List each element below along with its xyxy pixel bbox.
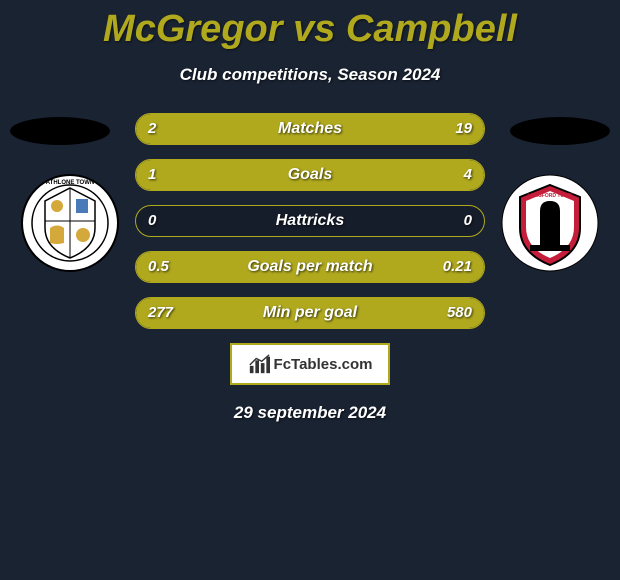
stat-bars: 2Matches19 1Goals4 0Hattricks0 0.5Goals per… [135,113,485,329]
stat-value-right: 580 [447,298,472,328]
stat-value-right: 4 [464,160,472,190]
subtitle: Club competitions, Season 2024 [0,65,620,85]
stat-row: 0Hattricks0 [135,205,485,237]
page-title: McGregor vs Campbell [0,0,620,51]
stat-label: Goals per match [136,252,484,282]
brand-label: FcTables.com [274,356,373,373]
date-label: 29 september 2024 [0,403,620,423]
stat-row: 0.5Goals per match0.21 [135,251,485,283]
comparison-panel: ATHLONE TOWN LONGFORD TOWN 2Matches19 1Go… [0,113,620,423]
stat-row: 2Matches19 [135,113,485,145]
team-badge-right: LONGFORD TOWN [500,173,600,273]
stat-label: Matches [136,114,484,144]
player-shadow-left [10,117,110,145]
stat-row: 1Goals4 [135,159,485,191]
player-shadow-right [510,117,610,145]
athlone-crest-icon: ATHLONE TOWN [20,173,120,273]
stat-label: Goals [136,160,484,190]
brand-box[interactable]: FcTables.com [230,343,390,385]
stat-value-right: 0.21 [443,252,472,282]
stat-value-right: 0 [464,206,472,236]
svg-text:LONGFORD TOWN: LONGFORD TOWN [527,193,573,199]
stat-label: Min per goal [136,298,484,328]
stat-label: Hattricks [136,206,484,236]
stat-value-right: 19 [455,114,472,144]
stat-row: 277Min per goal580 [135,297,485,329]
longford-crest-icon: LONGFORD TOWN [500,173,600,273]
bar-chart-icon [248,353,270,375]
svg-text:ATHLONE TOWN: ATHLONE TOWN [46,180,94,186]
team-badge-left: ATHLONE TOWN [20,173,120,273]
